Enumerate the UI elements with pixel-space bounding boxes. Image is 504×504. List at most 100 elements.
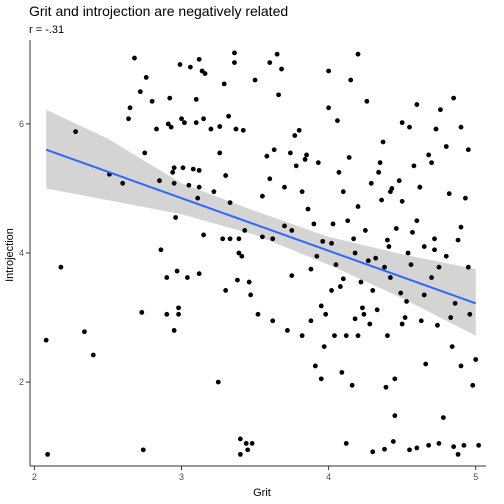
chart-subtitle: r = -.31 <box>29 24 64 36</box>
data-point <box>274 51 280 57</box>
data-point <box>308 318 314 324</box>
data-point <box>168 124 174 130</box>
data-point <box>355 51 361 57</box>
y-tick-label: 2 <box>19 377 24 387</box>
data-point <box>465 264 471 270</box>
data-point <box>193 96 199 102</box>
data-point <box>377 160 383 166</box>
data-point <box>211 189 217 195</box>
data-point <box>440 415 446 420</box>
data-point <box>201 116 206 122</box>
data-point <box>390 439 396 444</box>
data-point <box>330 221 336 227</box>
data-point <box>312 363 318 369</box>
data-point <box>237 451 243 457</box>
data-point <box>227 200 233 206</box>
data-point <box>407 447 412 453</box>
data-point <box>407 124 412 130</box>
data-point <box>343 441 349 446</box>
data-point <box>308 266 314 272</box>
data-point <box>421 244 427 249</box>
data-point <box>432 247 437 253</box>
data-point <box>399 321 405 327</box>
data-point <box>217 150 223 156</box>
data-point <box>126 116 131 122</box>
data-point <box>43 337 49 343</box>
data-point <box>246 279 252 285</box>
data-point <box>414 102 420 107</box>
data-point <box>362 228 368 233</box>
data-point <box>426 442 432 448</box>
data-point <box>132 55 137 61</box>
data-point <box>260 234 265 240</box>
data-point <box>376 169 382 175</box>
data-point <box>405 250 411 256</box>
data-point <box>392 413 398 419</box>
data-point <box>451 444 457 450</box>
y-tick-label: 4 <box>19 248 24 258</box>
data-point <box>270 236 276 242</box>
data-point <box>387 189 393 195</box>
data-point <box>404 299 409 304</box>
data-point <box>220 236 226 242</box>
data-point <box>436 264 442 270</box>
x-tick-label: 2 <box>32 472 37 482</box>
data-point <box>296 127 302 133</box>
data-point <box>179 116 184 122</box>
data-point <box>255 311 261 317</box>
data-point <box>386 244 392 249</box>
data-point <box>329 288 334 293</box>
data-point <box>196 56 202 62</box>
data-point <box>190 166 196 172</box>
data-point <box>245 447 251 453</box>
data-point <box>73 129 78 135</box>
data-point <box>323 311 329 317</box>
data-point <box>223 288 229 293</box>
data-point <box>421 292 427 298</box>
data-point <box>176 311 181 317</box>
data-point <box>360 305 365 311</box>
data-point <box>361 311 367 317</box>
data-point <box>270 318 276 324</box>
data-point <box>396 178 402 184</box>
data-point <box>90 352 96 358</box>
data-point <box>355 333 361 339</box>
data-point <box>302 157 308 162</box>
data-point <box>320 238 326 244</box>
data-point <box>233 126 239 132</box>
data-point <box>164 311 170 317</box>
data-point <box>82 329 87 335</box>
data-point <box>318 376 324 382</box>
data-point <box>142 150 148 156</box>
data-point <box>367 321 373 327</box>
data-point <box>382 446 387 452</box>
data-point <box>305 206 311 212</box>
y-axis-label: Introjection <box>4 228 16 282</box>
data-point <box>58 264 64 270</box>
data-point <box>299 189 305 195</box>
data-point <box>227 236 233 242</box>
data-point <box>399 120 405 126</box>
data-point <box>332 333 337 339</box>
y-tick-label: 6 <box>19 119 24 129</box>
data-point <box>433 126 439 132</box>
data-point <box>449 344 455 349</box>
data-point <box>293 163 299 169</box>
data-point <box>321 344 327 349</box>
data-point <box>252 77 258 83</box>
data-point <box>446 191 452 197</box>
data-point <box>352 316 358 322</box>
data-point <box>383 384 389 390</box>
data-point <box>143 75 149 80</box>
data-point <box>127 105 133 111</box>
data-point <box>237 436 243 442</box>
data-point <box>385 333 390 339</box>
data-point <box>370 449 376 455</box>
data-point <box>232 60 237 65</box>
data-point <box>429 160 434 166</box>
data-point <box>174 268 180 274</box>
data-point <box>467 311 473 317</box>
data-point <box>435 322 440 328</box>
chart-title: Grit and introjection are negatively rel… <box>29 3 288 19</box>
